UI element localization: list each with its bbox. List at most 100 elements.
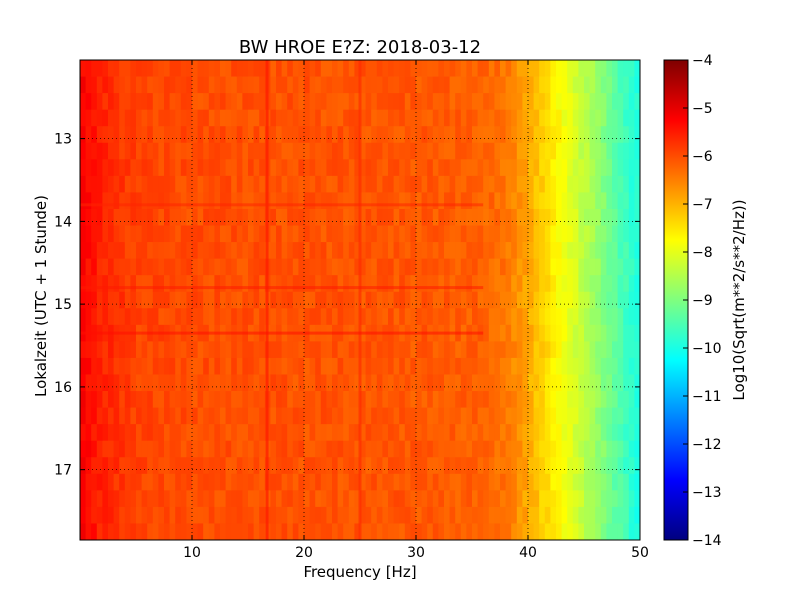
- heatmap-cell: [108, 540, 114, 557]
- heatmap-cell: [360, 142, 366, 160]
- heatmap-cell: [354, 126, 361, 144]
- heatmap-cell: [253, 142, 260, 160]
- heatmap-cell: [460, 308, 467, 326]
- heatmap-cell: [511, 126, 518, 144]
- heatmap-cell: [533, 324, 540, 342]
- heatmap-cell: [208, 473, 215, 491]
- heatmap-cell: [180, 60, 187, 77]
- heatmap-cell: [136, 490, 142, 508]
- heatmap-cell: [371, 126, 378, 144]
- heatmap-cell: [388, 424, 394, 442]
- heatmap-cell: [432, 126, 439, 144]
- heatmap-cell: [281, 126, 288, 144]
- heatmap-cell: [466, 126, 473, 144]
- heatmap-cell: [242, 258, 249, 276]
- heatmap-cell: [382, 523, 389, 540]
- heatmap-cell: [175, 457, 182, 475]
- heatmap-cell: [623, 341, 630, 359]
- heatmap-cell: [231, 291, 238, 309]
- heatmap-cell: [393, 159, 400, 177]
- heatmap-cell: [556, 126, 562, 144]
- heatmap-cell: [141, 60, 148, 77]
- heatmap-cell: [214, 208, 221, 226]
- heatmap-cell: [595, 308, 602, 326]
- heatmap-cell: [119, 490, 126, 508]
- heatmap-cell: [130, 142, 137, 160]
- heatmap-cell: [578, 440, 585, 458]
- heatmap-cell: [124, 242, 131, 260]
- heatmap-cell: [511, 242, 518, 260]
- heatmap-cell: [298, 391, 305, 408]
- heatmap-cell: [287, 457, 294, 475]
- heatmap-cell: [432, 93, 439, 111]
- heatmap-cell: [371, 93, 378, 111]
- heatmap-cell: [404, 242, 411, 260]
- heatmap-cell: [500, 192, 506, 210]
- heatmap-cell: [623, 192, 630, 210]
- heatmap-cell: [332, 126, 338, 144]
- heatmap-cell: [500, 457, 506, 475]
- heatmap-cell: [533, 126, 540, 144]
- heatmap-cell: [141, 341, 148, 359]
- heatmap-cell: [169, 126, 176, 144]
- heatmap-cell: [119, 407, 126, 425]
- heatmap-cell: [298, 407, 305, 425]
- heatmap-cell: [242, 142, 249, 160]
- heatmap-cell: [85, 407, 92, 425]
- heatmap-cell: [404, 506, 411, 524]
- heatmap-cell: [444, 341, 450, 359]
- heatmap-cell: [152, 242, 159, 260]
- heatmap-cell: [584, 126, 590, 144]
- heatmap-cell: [332, 225, 338, 243]
- heatmap-cell: [192, 391, 198, 408]
- heatmap-cell: [556, 374, 562, 392]
- heatmap-cell: [427, 159, 434, 177]
- heatmap-cell: [567, 424, 574, 442]
- heatmap-cell: [96, 424, 103, 442]
- heatmap-cell: [102, 341, 109, 359]
- heatmap-cell: [488, 324, 495, 342]
- heatmap-cell: [343, 192, 350, 210]
- heatmap-cell: [399, 374, 406, 392]
- heatmap-cell: [572, 506, 579, 524]
- heatmap-cell: [617, 192, 624, 210]
- heatmap-cell: [511, 142, 518, 160]
- heatmap-cell: [421, 308, 428, 326]
- heatmap-cell: [270, 308, 277, 326]
- heatmap-cell: [606, 440, 613, 458]
- heatmap-cell: [360, 225, 366, 243]
- heatmap-cell: [600, 391, 607, 408]
- heatmap-cell: [432, 490, 439, 508]
- heatmap-cell: [248, 142, 254, 160]
- heatmap-cell: [466, 391, 473, 408]
- heatmap-cell: [113, 258, 120, 276]
- heatmap-cell: [589, 490, 596, 508]
- heatmap-cell: [477, 142, 484, 160]
- heatmap-cell: [214, 341, 221, 359]
- heatmap-cell: [612, 76, 618, 94]
- heatmap-cell: [584, 258, 590, 276]
- heatmap-cell: [124, 208, 131, 226]
- heatmap-cell: [236, 374, 243, 392]
- heatmap-cell: [427, 407, 434, 425]
- heatmap-cell: [393, 109, 400, 127]
- heatmap-cell: [197, 391, 204, 408]
- heatmap-cell: [292, 208, 299, 226]
- heatmap-cell: [102, 242, 109, 260]
- heatmap-cell: [175, 540, 181, 557]
- heatmap-cell: [169, 192, 176, 210]
- heatmap-cell: [427, 225, 434, 243]
- heatmap-cell: [130, 175, 137, 193]
- heatmap-cell: [494, 275, 501, 293]
- heatmap-cell: [119, 93, 126, 111]
- heatmap-cell: [460, 192, 467, 210]
- colorbar-tick-label: −5: [692, 101, 713, 117]
- heatmap-cell: [505, 275, 512, 293]
- heatmap-cell: [119, 391, 126, 408]
- heatmap-cell: [147, 192, 154, 210]
- heatmap-cell: [343, 76, 350, 94]
- heatmap-cell: [416, 192, 422, 210]
- heatmap-cell: [287, 242, 294, 260]
- heatmap-cell: [276, 424, 282, 442]
- heatmap-cell: [376, 506, 383, 524]
